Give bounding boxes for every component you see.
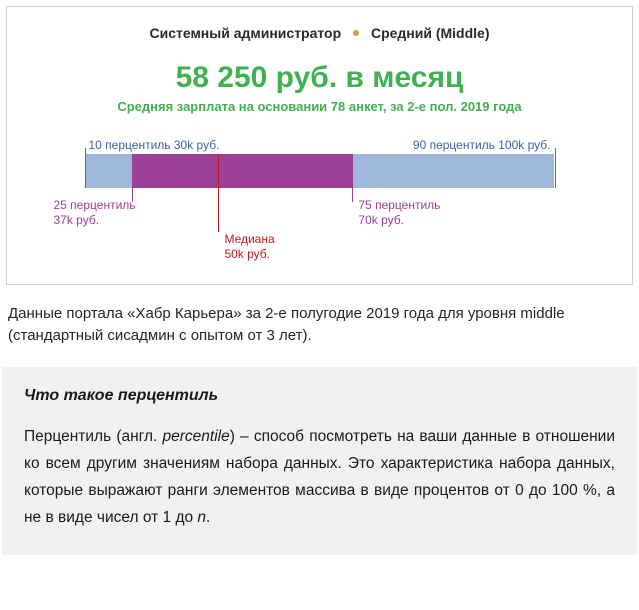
label-p10: 10 перцентиль 30k руб. (89, 138, 220, 152)
salary-chart-card: Системный администратор Средний (Middle)… (6, 6, 633, 285)
info-body-pre: Перцентиль (англ. (24, 428, 163, 445)
info-body: Перцентиль (англ. percentile) – способ п… (24, 423, 615, 532)
tick-p90 (555, 148, 556, 188)
whisker-right (352, 154, 554, 188)
label-p25-value: 37k руб. (54, 213, 136, 228)
label-p90: 90 перцентиль 100k руб. (413, 138, 551, 152)
info-body-italic: percentile (163, 428, 230, 445)
label-p75: 75 перцентиль 70k руб. (358, 198, 440, 228)
box-iqr (132, 154, 353, 188)
info-title: Что такое перцентиль (24, 387, 615, 405)
percentile-chart: 10 перцентиль 30k руб. 90 перцентиль 100… (85, 138, 555, 268)
salary-amount: 58 250 руб. в месяц (27, 61, 612, 95)
caption-text: Данные портала «Хабр Карьера» за 2-е пол… (0, 285, 639, 367)
label-p25-title: 25 перцентиль (54, 198, 136, 213)
label-median-title: Медиана (224, 232, 274, 247)
chart-bar-track (85, 154, 555, 188)
label-median-value: 50k руб. (224, 247, 274, 262)
label-p25: 25 перцентиль 37k руб. (54, 198, 136, 228)
header-level: Средний (Middle) (371, 25, 490, 41)
percentile-info-box: Что такое перцентиль Перцентиль (англ. p… (2, 367, 637, 556)
header-separator-dot (353, 30, 359, 36)
header-line: Системный администратор Средний (Middle) (27, 25, 612, 41)
salary-subtitle: Средняя зарплата на основании 78 анкет, … (27, 99, 612, 114)
whisker-left (85, 154, 132, 188)
info-body-n: n (197, 509, 206, 526)
tick-p25 (132, 154, 133, 202)
label-median: Медиана 50k руб. (224, 232, 274, 262)
label-p75-title: 75 перцентиль (358, 198, 440, 213)
chart-top-labels: 10 перцентиль 30k руб. 90 перцентиль 100… (85, 138, 555, 152)
chart-bottom-labels: 25 перцентиль 37k руб. 75 перцентиль 70k… (85, 198, 555, 268)
header-role: Системный администратор (149, 25, 341, 41)
tick-p75 (352, 154, 353, 202)
info-body-end: . (206, 509, 210, 526)
label-p75-value: 70k руб. (358, 213, 440, 228)
tick-p10 (85, 148, 86, 188)
